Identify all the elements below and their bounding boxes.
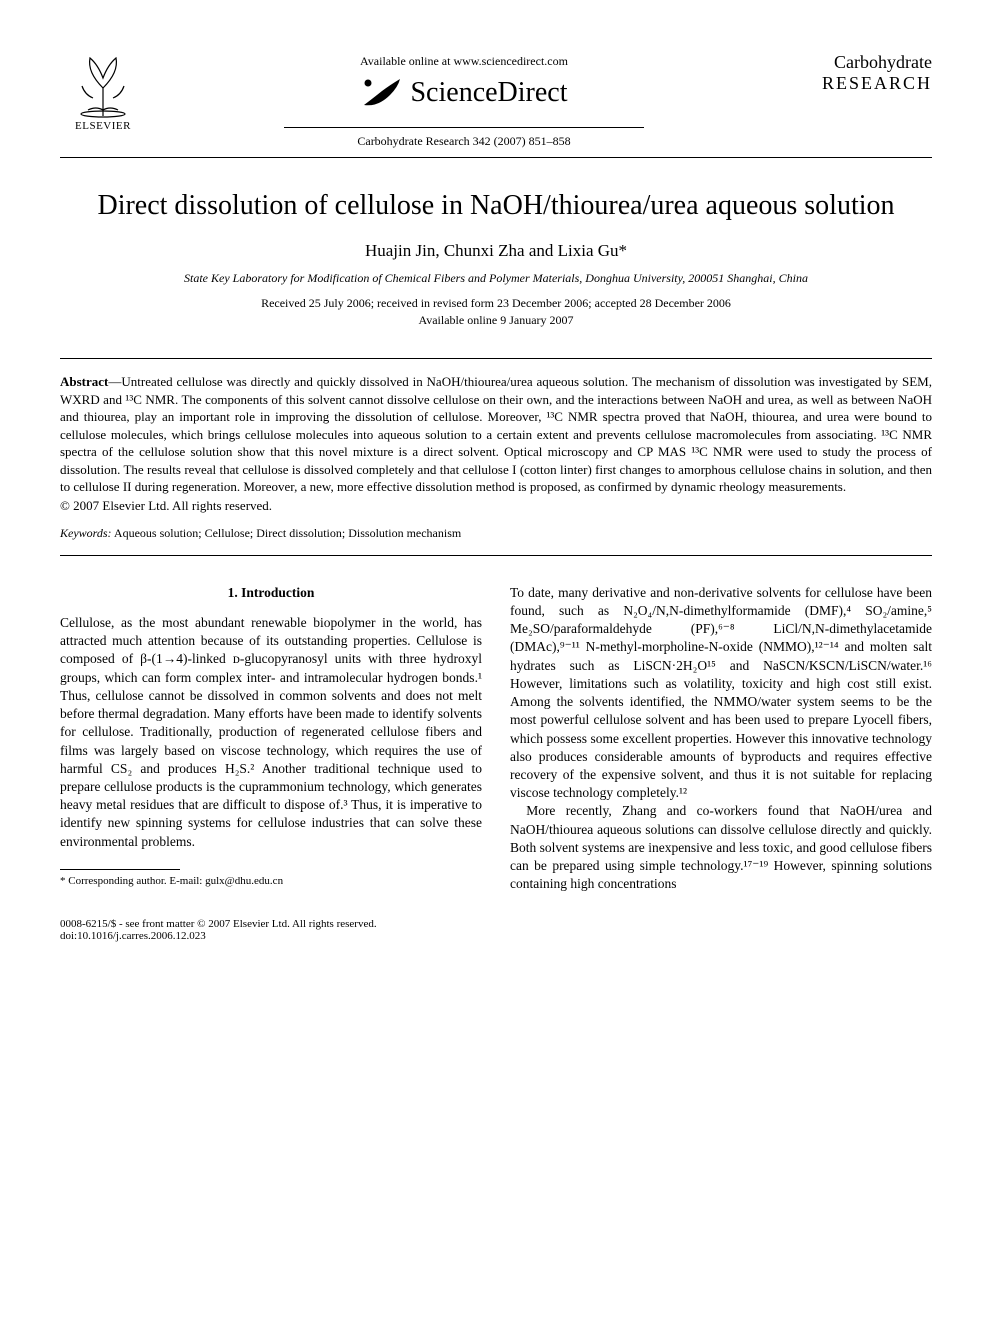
journal-name-line2: RESEARCH xyxy=(782,73,932,94)
sciencedirect-text: ScienceDirect xyxy=(410,77,567,109)
journal-logo: Carbohydrate RESEARCH xyxy=(782,48,932,94)
page-header: ELSEVIER Available online at www.science… xyxy=(60,48,932,149)
footer-left: 0008-6215/$ - see front matter © 2007 El… xyxy=(60,918,377,942)
article-authors: Huajin Jin, Chunxi Zha and Lixia Gu* xyxy=(60,241,932,261)
keywords-line: Keywords: Aqueous solution; Cellulose; D… xyxy=(60,526,932,541)
column-left: 1. Introduction Cellulose, as the most a… xyxy=(60,584,482,894)
abstract-label: Abstract xyxy=(60,374,108,389)
col2-para1: To date, many derivative and non-derivat… xyxy=(510,584,932,803)
article-available-date: Available online 9 January 2007 xyxy=(60,313,932,328)
abstract-body: —Untreated cellulose was directly and qu… xyxy=(60,374,932,494)
journal-name-line1: Carbohydrate xyxy=(782,52,932,73)
keywords-text: Aqueous solution; Cellulose; Direct diss… xyxy=(112,526,462,540)
elsevier-label: ELSEVIER xyxy=(75,120,131,132)
article-affiliation: State Key Laboratory for Modification of… xyxy=(60,271,932,286)
section-heading: 1. Introduction xyxy=(60,584,482,602)
elsevier-logo: ELSEVIER xyxy=(60,48,146,132)
article-title: Direct dissolution of cellulose in NaOH/… xyxy=(60,188,932,223)
article-dates: Received 25 July 2006; received in revis… xyxy=(60,296,932,311)
header-rule xyxy=(284,127,644,128)
elsevier-tree-icon xyxy=(68,48,138,118)
body-columns: 1. Introduction Cellulose, as the most a… xyxy=(60,584,932,894)
front-matter-text: 0008-6215/$ - see front matter © 2007 El… xyxy=(60,918,377,930)
center-header: Available online at www.sciencedirect.co… xyxy=(146,48,782,149)
corresponding-footnote: * Corresponding author. E-mail: gulx@dhu… xyxy=(60,874,482,889)
available-online-text: Available online at www.sciencedirect.co… xyxy=(146,54,782,69)
abstract-copyright: © 2007 Elsevier Ltd. All rights reserved… xyxy=(60,498,932,514)
abstract-text: Abstract—Untreated cellulose was directl… xyxy=(60,373,932,496)
header-divider xyxy=(60,157,932,158)
journal-reference: Carbohydrate Research 342 (2007) 851–858 xyxy=(146,134,782,149)
footnote-separator xyxy=(60,869,180,870)
footer-block: 0008-6215/$ - see front matter © 2007 El… xyxy=(60,918,932,942)
sciencedirect-logo: ScienceDirect xyxy=(360,75,567,111)
abstract-block: Abstract—Untreated cellulose was directl… xyxy=(60,358,932,556)
keywords-label: Keywords: xyxy=(60,526,112,540)
doi-text: doi:10.1016/j.carres.2006.12.023 xyxy=(60,930,377,942)
col2-para2: More recently, Zhang and co-workers foun… xyxy=(510,802,932,893)
col1-para1: Cellulose, as the most abundant renewabl… xyxy=(60,614,482,851)
sciencedirect-swoosh-icon xyxy=(360,75,404,111)
column-right: To date, many derivative and non-derivat… xyxy=(510,584,932,894)
